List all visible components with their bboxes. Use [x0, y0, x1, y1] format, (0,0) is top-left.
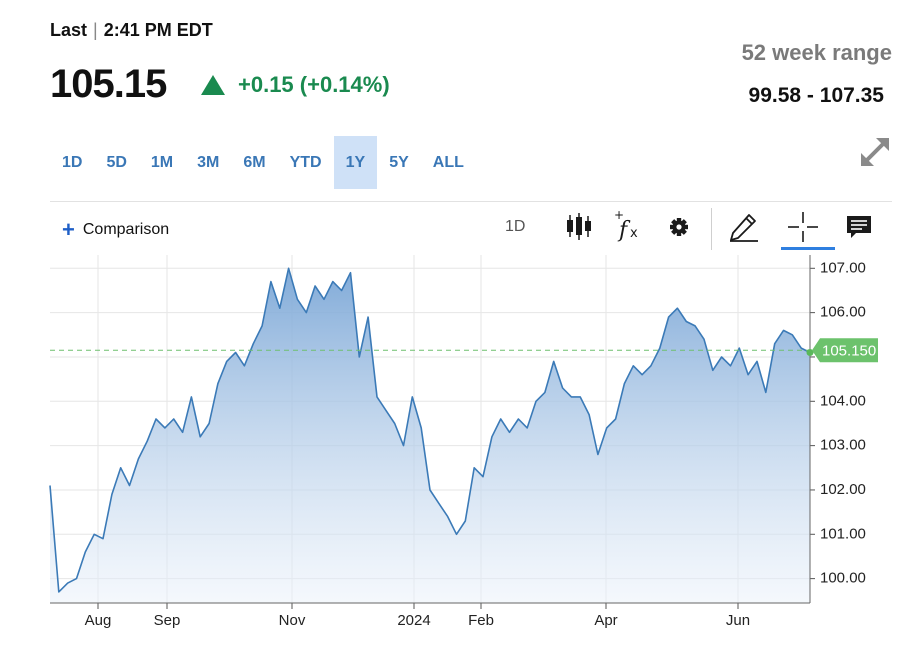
current-price: 105.15	[50, 62, 167, 106]
toolbar-divider	[50, 201, 892, 202]
gear-icon[interactable]	[662, 210, 696, 244]
toolbar-separator	[711, 208, 712, 250]
y-tick-label: 106.00	[820, 304, 866, 321]
price-change-text: +0.15 (+0.14%)	[238, 72, 390, 97]
price-chart[interactable]: 107.00106.00105.00104.00103.00102.00101.…	[0, 250, 918, 664]
current-price-dot	[806, 349, 814, 357]
active-tool-indicator	[781, 247, 835, 250]
last-trade-label: Last | 2:41 PM EDT	[50, 20, 213, 41]
svg-text:x: x	[630, 226, 638, 241]
tab-6m[interactable]: 6M	[243, 154, 266, 171]
comparison-button[interactable]: + Comparison	[62, 217, 170, 242]
candlestick-icon[interactable]	[562, 210, 596, 244]
current-price-marker: 105.150	[806, 338, 878, 363]
tab-1y[interactable]: 1Y	[333, 136, 378, 189]
price-line	[49, 267, 811, 593]
expand-icon[interactable]	[856, 133, 894, 171]
comment-icon[interactable]	[842, 210, 876, 244]
time-range-tabs: 1D 5D 1M 3M 6M YTD 1Y 5Y ALL	[50, 136, 476, 189]
price-area	[50, 268, 810, 603]
y-tick-label: 104.00	[820, 392, 866, 409]
last-trade-time: 2:41 PM EDT	[103, 20, 213, 40]
last-label-text: Last	[50, 20, 88, 40]
separator: |	[93, 20, 98, 40]
chart-axes: 107.00106.00105.00104.00103.00102.00101.…	[50, 255, 866, 629]
y-tick-label: 102.00	[820, 481, 866, 498]
price-change: +0.15 (+0.14%)	[200, 72, 390, 98]
x-tick-label: Aug	[85, 612, 112, 629]
up-triangle-icon	[201, 75, 225, 95]
tab-3m[interactable]: 3M	[197, 154, 220, 171]
tab-5y[interactable]: 5Y	[389, 154, 409, 171]
plus-icon: +	[62, 217, 75, 242]
x-tick-label: Sep	[154, 612, 181, 629]
function-icon[interactable]: + f x	[610, 210, 644, 244]
x-tick-label: Nov	[279, 612, 306, 629]
pencil-icon[interactable]	[727, 210, 761, 244]
interval-button[interactable]: 1D	[505, 218, 526, 235]
x-tick-label: Feb	[468, 612, 494, 629]
x-tick-label: Jun	[726, 612, 750, 629]
current-price-label: 105.150	[822, 342, 876, 359]
tab-5d[interactable]: 5D	[106, 154, 127, 171]
svg-text:f: f	[617, 218, 631, 243]
comparison-label: Comparison	[82, 221, 170, 238]
tab-ytd[interactable]: YTD	[289, 154, 322, 171]
x-tick-label: 2024	[397, 612, 430, 629]
x-tick-label: Apr	[594, 612, 617, 629]
range-label: 52 week range	[741, 40, 892, 65]
y-tick-label: 107.00	[820, 259, 866, 276]
range-value: 99.58 - 107.35	[748, 84, 884, 107]
svg-text:+: +	[614, 210, 624, 222]
tab-all[interactable]: ALL	[432, 154, 464, 171]
crosshair-icon[interactable]	[786, 210, 820, 244]
tab-1m[interactable]: 1M	[150, 154, 174, 171]
y-tick-label: 100.00	[820, 570, 866, 587]
tab-1d[interactable]: 1D	[62, 154, 83, 171]
current-price-flag	[812, 338, 878, 363]
y-tick-label: 101.00	[820, 525, 866, 542]
y-tick-label: 103.00	[820, 437, 866, 454]
